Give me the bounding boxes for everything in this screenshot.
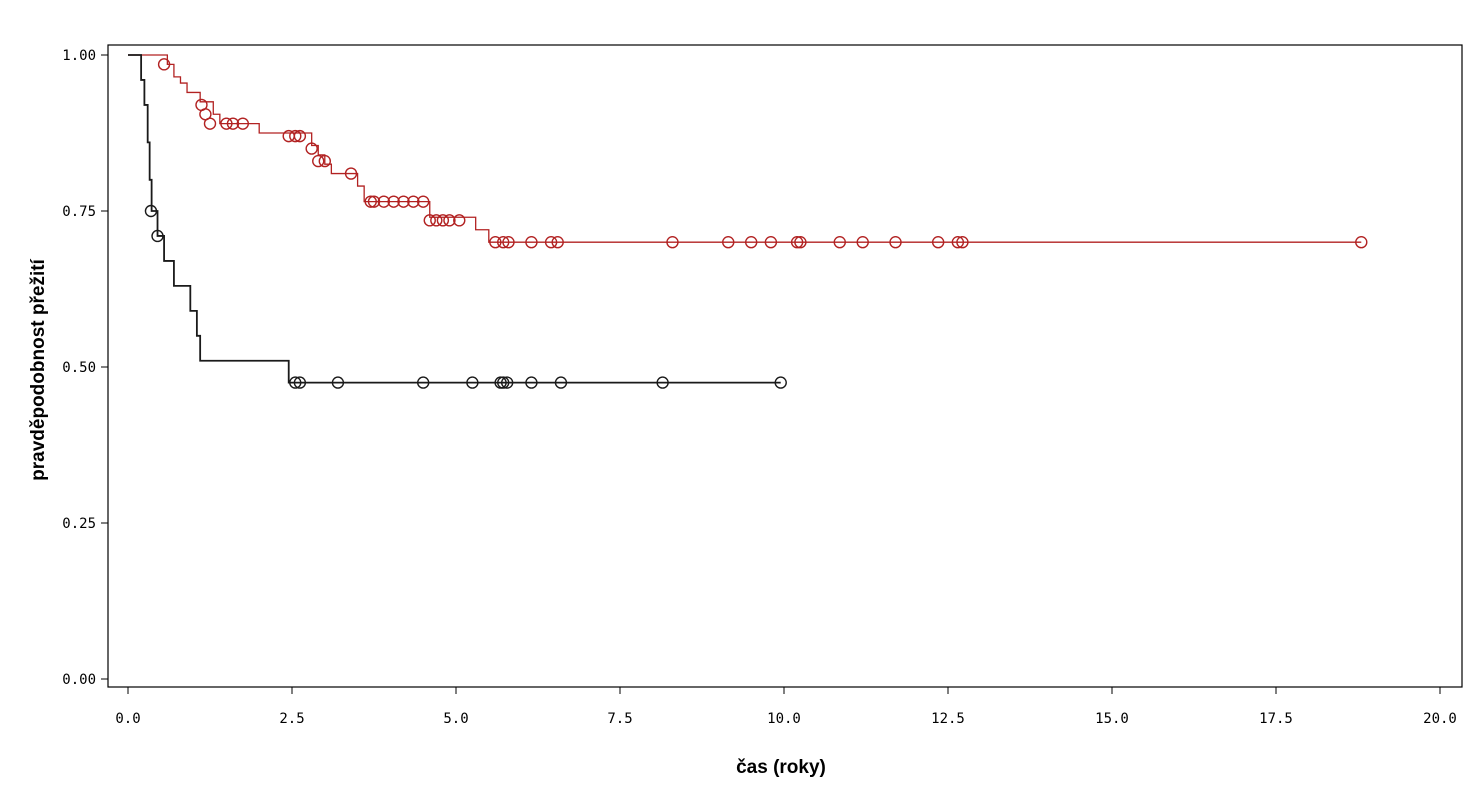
x-tick-label: 5.0 — [443, 711, 468, 727]
censor-marker — [203, 117, 217, 130]
censor-marker — [525, 376, 538, 389]
censor-marker — [931, 235, 945, 249]
censor-marker — [1355, 235, 1368, 249]
survival-curve-1 — [128, 54, 781, 384]
censor-marker — [889, 235, 902, 249]
censor-marker — [417, 376, 430, 389]
censor-marker — [157, 58, 171, 71]
censor-marker — [554, 376, 568, 389]
y-tick-label: 0.50 — [62, 360, 96, 376]
censor-marker — [722, 235, 735, 249]
censor-marker — [387, 195, 400, 208]
censor-marker — [220, 117, 233, 130]
censor-marker — [951, 235, 965, 249]
censor-marker — [544, 235, 558, 249]
x-tick-label: 7.5 — [607, 711, 632, 727]
censor-marker — [466, 376, 479, 389]
censor-marker — [344, 167, 358, 180]
censor-marker — [956, 235, 969, 249]
censor-marker — [312, 154, 325, 168]
series-group-1 — [128, 54, 787, 389]
censor-marker — [282, 129, 295, 143]
censor-marker — [407, 195, 420, 208]
x-axis-title: čas (roky) — [736, 757, 826, 778]
censor-marker — [293, 376, 307, 389]
censor-marker — [453, 214, 466, 227]
censor-marker — [377, 195, 391, 208]
censor-marker — [436, 214, 450, 227]
y-axis-title: pravděpodobnost přežití — [28, 258, 49, 480]
censor-marker — [790, 235, 804, 249]
censor-marker — [289, 376, 302, 389]
censor-marker — [443, 214, 456, 227]
censor-marker — [318, 154, 331, 168]
censor-marker — [305, 142, 318, 155]
censor-marker — [525, 235, 538, 249]
censor-marker — [226, 117, 240, 130]
x-tick-label: 15.0 — [1095, 711, 1129, 727]
censor-marker — [331, 376, 345, 389]
censor-marker — [293, 129, 307, 143]
x-tick-label: 2.5 — [279, 711, 304, 727]
censor-marker — [502, 235, 515, 249]
x-tick-label: 17.5 — [1259, 711, 1293, 727]
censor-marker — [423, 214, 436, 227]
censor-marker — [497, 376, 510, 389]
censor-marker — [764, 235, 778, 249]
x-tick-label: 20.0 — [1423, 711, 1457, 727]
censor-marker — [666, 235, 679, 249]
censor-marker — [489, 235, 502, 249]
censor-marker — [774, 376, 787, 389]
censor-marker — [745, 235, 758, 249]
y-tick-label: 0.25 — [62, 516, 96, 532]
censor-marker — [397, 195, 410, 208]
y-tick-label: 0.00 — [62, 672, 96, 688]
censor-marker — [364, 195, 377, 208]
x-tick-label: 10.0 — [767, 711, 801, 727]
censor-marker — [151, 229, 164, 243]
censor-marker — [417, 195, 430, 208]
series-group-0 — [128, 54, 1368, 249]
plot-frame — [107, 44, 1463, 688]
censor-marker — [833, 235, 846, 249]
censor-marker — [430, 214, 443, 227]
x-tick-label: 12.5 — [931, 711, 965, 727]
series-layer — [128, 54, 1368, 389]
y-tick-label: 0.75 — [62, 204, 96, 220]
censor-marker — [367, 195, 381, 208]
y-axis-ticks: 0.00 0.25 0.50 0.75 1.00 — [62, 48, 108, 688]
censor-marker — [144, 204, 158, 218]
censor-marker — [856, 235, 869, 249]
censor-marker — [236, 117, 250, 130]
x-axis-ticks: 0.0 2.5 5.0 7.5 10.0 12.5 15.0 17.5 20.0 — [115, 687, 1457, 727]
censor-marker — [289, 129, 302, 143]
censor-marker — [656, 376, 669, 389]
x-tick-label: 0.0 — [115, 711, 140, 727]
censor-marker — [551, 235, 564, 249]
censor-marker — [500, 376, 514, 389]
censor-marker — [497, 235, 510, 249]
y-tick-label: 1.00 — [62, 48, 96, 64]
censor-marker — [794, 235, 807, 249]
survival-curve-0 — [128, 54, 1362, 243]
